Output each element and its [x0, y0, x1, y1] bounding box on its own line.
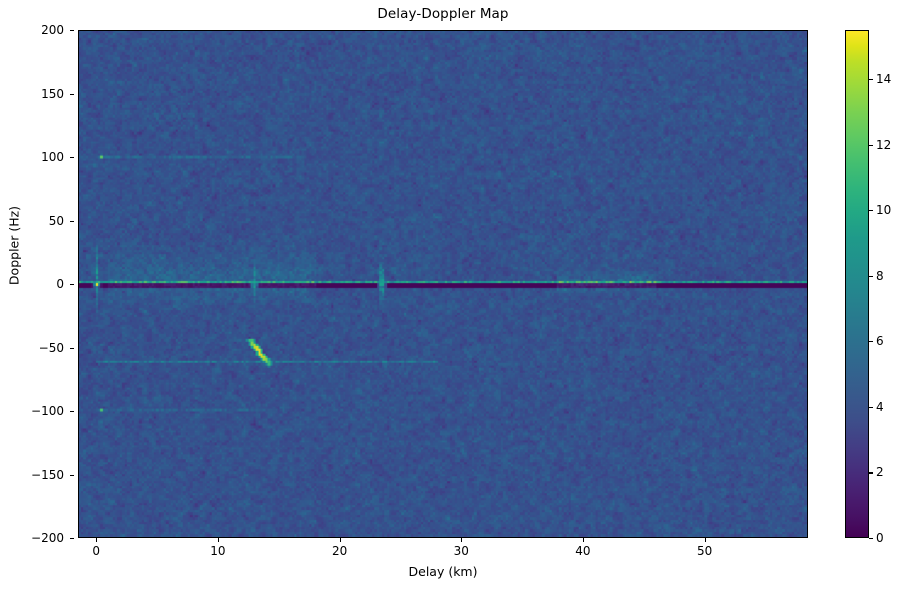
- y-tick-mark: [70, 284, 74, 286]
- colorbar-tick-label: 4: [876, 399, 884, 414]
- x-tick-label: 10: [210, 544, 226, 558]
- colorbar-tick-label: 10: [876, 203, 892, 218]
- x-tick-mark: [704, 538, 706, 542]
- colorbar-tick-mark: [869, 538, 873, 540]
- x-tick-mark: [582, 538, 584, 542]
- y-axis-label: Doppler (Hz): [6, 205, 22, 286]
- colorbar: [845, 30, 869, 538]
- colorbar-tick-label: 8: [876, 268, 884, 283]
- plot-area[interactable]: [78, 30, 808, 538]
- colorbar-tick-label: 14: [876, 72, 892, 87]
- y-tick-label: 100: [41, 150, 64, 164]
- colorbar-tick-mark: [869, 406, 873, 408]
- x-tick-label: 40: [575, 544, 591, 558]
- x-tick-label: 20: [331, 544, 348, 558]
- heatmap-canvas: [79, 31, 807, 537]
- colorbar-tick-mark: [869, 79, 873, 81]
- colorbar-tick-label: 0: [876, 531, 884, 545]
- y-tick-label: 200: [41, 23, 64, 37]
- colorbar-tick-mark: [869, 144, 873, 146]
- y-tick-mark: [70, 411, 74, 413]
- colorbar-tick-label: 2: [876, 465, 884, 480]
- y-tick-label: −200: [31, 531, 64, 545]
- y-tick-label: −100: [31, 404, 64, 418]
- colorbar-tick-mark: [869, 210, 873, 212]
- y-tick-mark: [70, 220, 74, 222]
- y-tick-label: 150: [41, 86, 64, 101]
- x-tick-mark: [339, 538, 341, 542]
- y-tick-mark: [70, 157, 74, 159]
- x-tick-mark: [217, 538, 219, 542]
- y-tick-mark: [70, 538, 74, 540]
- y-tick-mark: [70, 93, 74, 95]
- colorbar-tick-mark: [869, 472, 873, 474]
- x-tick-label: 0: [92, 544, 101, 558]
- page-title: Delay-Doppler Map: [377, 6, 509, 22]
- y-tick-mark: [70, 474, 74, 476]
- y-tick-label: 0: [56, 277, 64, 291]
- x-axis-ticks: 0 10 20 30 40 50: [78, 538, 808, 578]
- x-tick-mark: [96, 538, 98, 542]
- y-axis-ticks: 200 150 100 50 0 −50 −100 −150 −200: [0, 23, 74, 545]
- colorbar-ticks: 0 2 4 6 8 10 12 14: [869, 30, 905, 545]
- colorbar-tick-mark: [869, 341, 873, 343]
- colorbar-tick-label: 12: [876, 137, 892, 152]
- y-tick-label: −150: [31, 467, 64, 482]
- colorbar-tick-label: 6: [876, 334, 884, 349]
- x-tick-mark: [461, 538, 463, 542]
- y-tick-mark: [70, 347, 74, 349]
- x-axis-label: Delay (km): [408, 564, 478, 579]
- colorbar-tick-mark: [869, 275, 873, 277]
- y-tick-mark: [70, 30, 74, 32]
- y-tick-label: −50: [38, 340, 64, 355]
- x-tick-label: 30: [453, 544, 469, 558]
- y-tick-label: 50: [48, 213, 64, 228]
- x-tick-label: 50: [696, 544, 713, 558]
